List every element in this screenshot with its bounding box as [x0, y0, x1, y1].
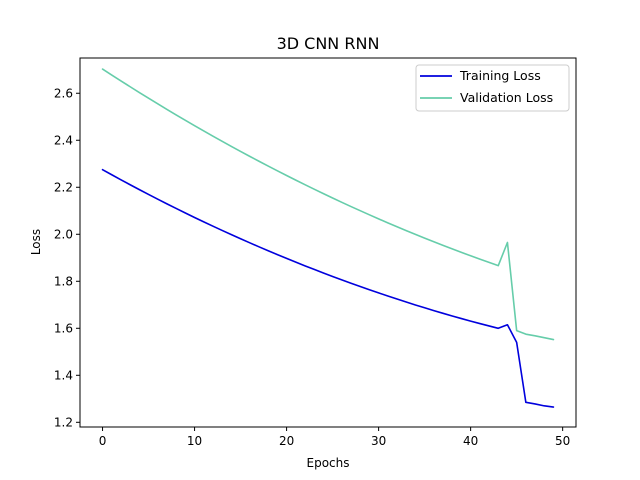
x-axis-label: Epochs: [307, 456, 350, 470]
y-tick-label: 1.8: [54, 274, 73, 288]
series-layer: [101, 68, 555, 408]
legend-box: [415, 64, 570, 112]
legend-label-validation: Validation Loss: [460, 90, 553, 105]
y-tick-label: 2.0: [54, 227, 73, 241]
x-tick-label: 0: [99, 434, 107, 448]
legend: Training Loss Validation Loss: [415, 64, 570, 112]
y-axis-label: Loss: [29, 229, 43, 255]
x-tick-label: 40: [463, 434, 478, 448]
training-loss-line: [101, 168, 555, 408]
y-tick-label: 1.4: [54, 368, 73, 382]
x-tick-label: 20: [279, 434, 294, 448]
y-tick-label: 2.6: [54, 86, 73, 100]
y-tick-label: 2.4: [54, 133, 73, 147]
x-tick-label: 10: [187, 434, 202, 448]
legend-label-training: Training Loss: [459, 68, 541, 83]
x-tick-label: 30: [371, 434, 386, 448]
chart-title: 3D CNN RNN: [277, 34, 380, 53]
ticks-layer: 0 10 20 30 40 50 1.2 1.4 1.6 1.8 2.0 2.2 2.4 2.6: [54, 86, 570, 448]
y-tick-label: 1.6: [54, 321, 73, 335]
validation-loss-line: [101, 68, 555, 341]
y-tick-label: 1.2: [54, 415, 73, 429]
y-tick-label: 2.2: [54, 180, 73, 194]
x-tick-label: 50: [555, 434, 570, 448]
plot-frame: [79, 57, 577, 428]
